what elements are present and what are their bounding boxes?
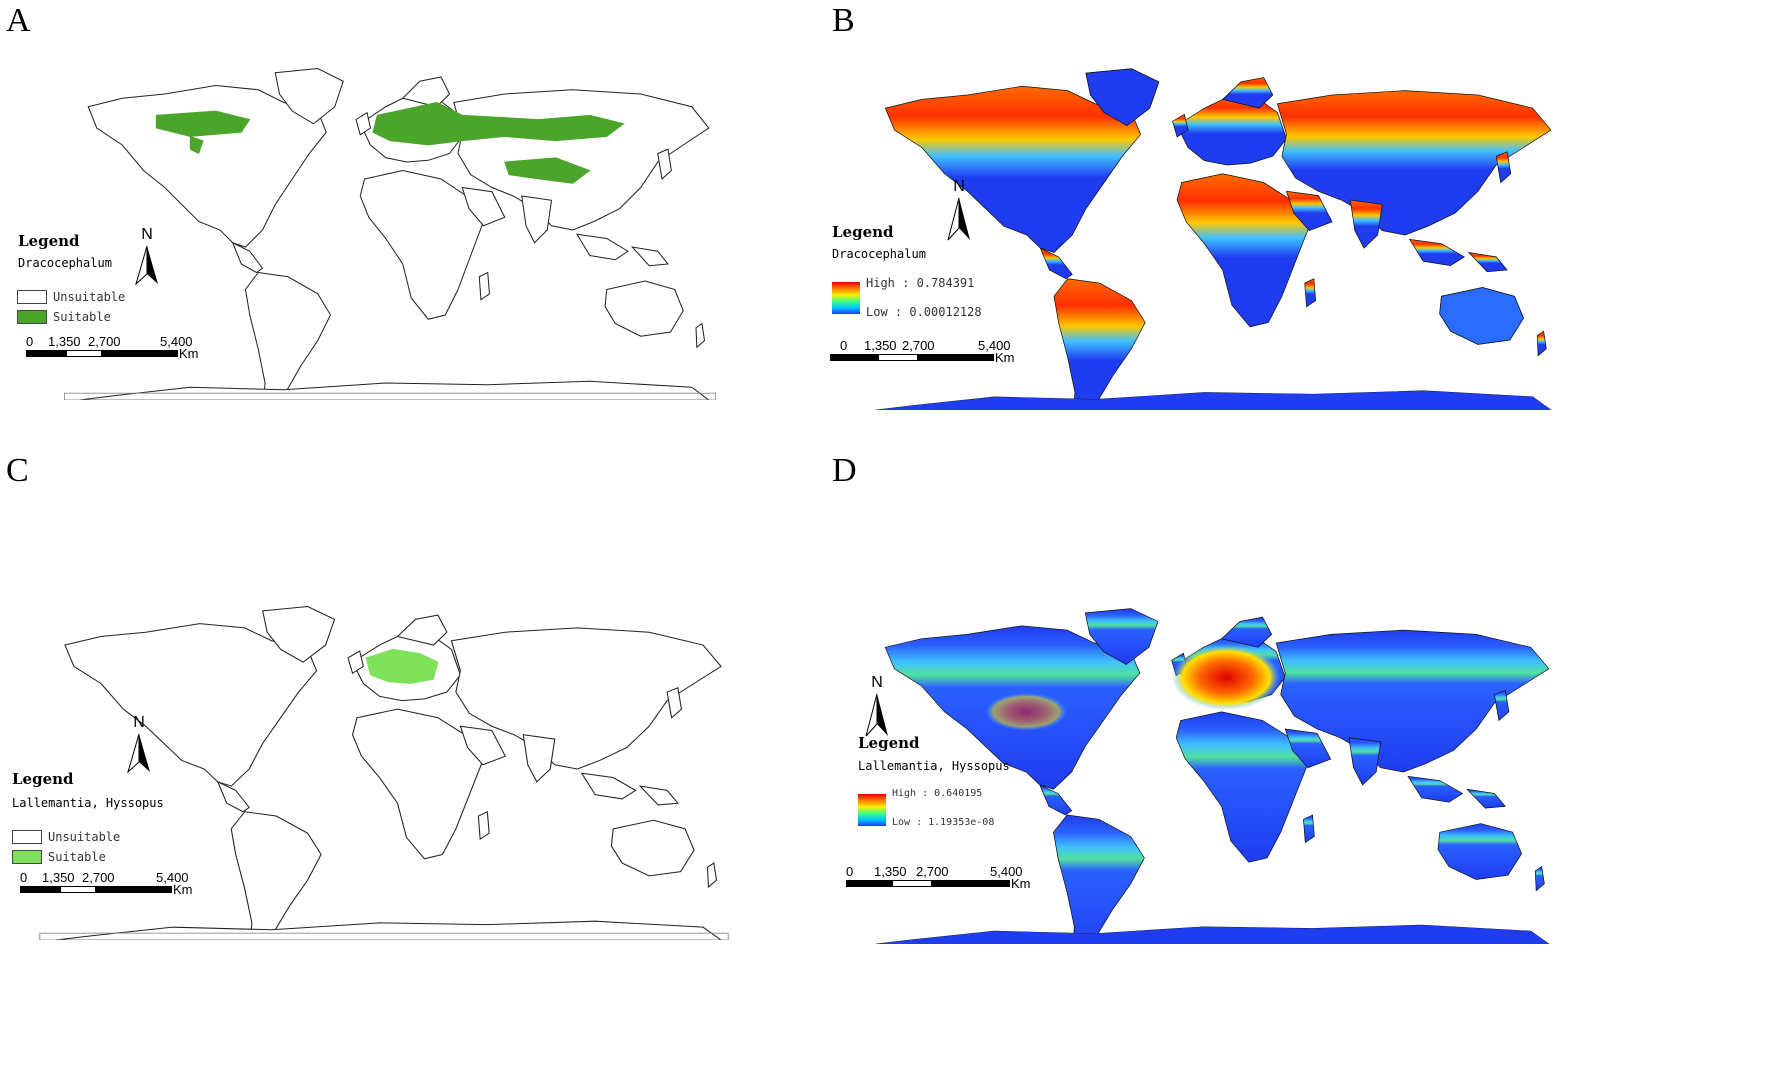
- legend-species: Lallemantia, Hyssopus: [12, 796, 164, 810]
- scale-tick: 5,400: [156, 870, 189, 885]
- scale-tick: 2,700: [902, 338, 935, 353]
- scale-tick: 2,700: [916, 864, 949, 879]
- scale-tick: 1,350: [874, 864, 907, 879]
- low-label: Low : 0.00012128: [866, 305, 982, 319]
- north-label: N: [871, 674, 883, 691]
- scale-seg: [878, 354, 918, 361]
- panel-c: C N Legend Lallemantia, Hyssopus Unsuita…: [0, 454, 886, 1068]
- suitable-label: Suitable: [48, 850, 106, 864]
- color-ramp: [832, 282, 860, 314]
- scale-seg: [918, 354, 994, 361]
- unsuitable-swatch: [17, 290, 47, 304]
- north-arrow-icon: [135, 246, 158, 286]
- panel-a: A Legend Dracocephalum Unsuitable Suitab…: [0, 0, 886, 534]
- scale-seg: [26, 350, 66, 357]
- panel-d: D N Legend: [832, 454, 1772, 1068]
- suitable-label: Suitable: [53, 310, 111, 324]
- unsuitable-label: Unsuitable: [53, 290, 126, 304]
- north-arrow-icon: [947, 198, 970, 241]
- low-label: Low : 1.19353e-08: [892, 817, 995, 828]
- legend-unsuitable: Unsuitable: [12, 830, 120, 844]
- north-label: N: [141, 226, 153, 243]
- scale-seg: [20, 886, 60, 893]
- panel-letter: A: [6, 2, 31, 39]
- panel-letter: C: [6, 452, 29, 489]
- legend-title: Legend: [12, 770, 74, 788]
- scale-unit: Km: [173, 882, 193, 897]
- panel-letter: D: [832, 452, 857, 489]
- unsuitable-label: Unsuitable: [48, 830, 121, 844]
- north-label: N: [133, 714, 145, 731]
- scale-tick: 1,350: [48, 334, 81, 349]
- scale-seg: [892, 880, 932, 887]
- scale-tick: 0: [26, 334, 34, 349]
- legend-title: Legend: [18, 232, 80, 250]
- scale-seg: [102, 350, 178, 357]
- color-ramp: [858, 794, 886, 826]
- scale-seg: [932, 880, 1010, 887]
- scale-tick: 2,700: [88, 334, 121, 349]
- scale-unit: Km: [1011, 876, 1031, 891]
- north-arrow-icon: [127, 734, 150, 774]
- scale-seg: [846, 880, 892, 887]
- scale-unit: Km: [995, 350, 1015, 365]
- north-arrow-icon: [865, 694, 888, 737]
- panel-b: B N Legend Dracocephalum High : 0.784391…: [830, 0, 1772, 534]
- scale-tick: 0: [20, 870, 28, 885]
- north-arrow: N: [944, 178, 974, 242]
- unsuitable-swatch: [12, 830, 42, 844]
- scale-tick: 5,400: [160, 334, 193, 349]
- legend-species: Lallemantia, Hyssopus: [858, 759, 1010, 773]
- world-map: [64, 67, 716, 400]
- high-label: High : 0.784391: [866, 276, 975, 290]
- legend-suitable: Suitable: [12, 850, 106, 864]
- scale-unit: Km: [179, 346, 199, 361]
- suitability-heatmap: [875, 68, 1552, 410]
- scale-tick: 1,350: [42, 870, 75, 885]
- scale-seg: [830, 354, 878, 361]
- scale-tick: 1,350: [864, 338, 897, 353]
- scale-tick: 5,400: [978, 338, 1011, 353]
- north-label: N: [953, 178, 965, 195]
- scale-tick: 0: [840, 338, 848, 353]
- panel-letter: B: [832, 2, 855, 39]
- legend-suitable: Suitable: [17, 310, 111, 324]
- scale-seg: [60, 886, 96, 893]
- scale-seg: [66, 350, 102, 357]
- suitability-heatmap: [875, 608, 1550, 944]
- suitable-swatch: [12, 850, 42, 864]
- north-arrow: N: [124, 714, 154, 778]
- scale-tick: 5,400: [990, 864, 1023, 879]
- north-arrow: N: [132, 226, 162, 290]
- legend-species: Dracocephalum: [832, 247, 926, 261]
- high-label: High : 0.640195: [892, 788, 983, 799]
- suitable-swatch: [17, 310, 47, 324]
- world-map: [39, 606, 729, 940]
- north-arrow: N: [862, 674, 892, 738]
- legend-unsuitable: Unsuitable: [17, 290, 125, 304]
- suitable-region: [155, 102, 625, 184]
- suitable-region: [365, 648, 439, 684]
- legend-title: Legend: [832, 223, 894, 241]
- scale-tick: 0: [846, 864, 854, 879]
- legend-title: Legend: [858, 734, 920, 752]
- scale-tick: 2,700: [82, 870, 115, 885]
- legend-species: Dracocephalum: [18, 256, 112, 270]
- scale-seg: [96, 886, 172, 893]
